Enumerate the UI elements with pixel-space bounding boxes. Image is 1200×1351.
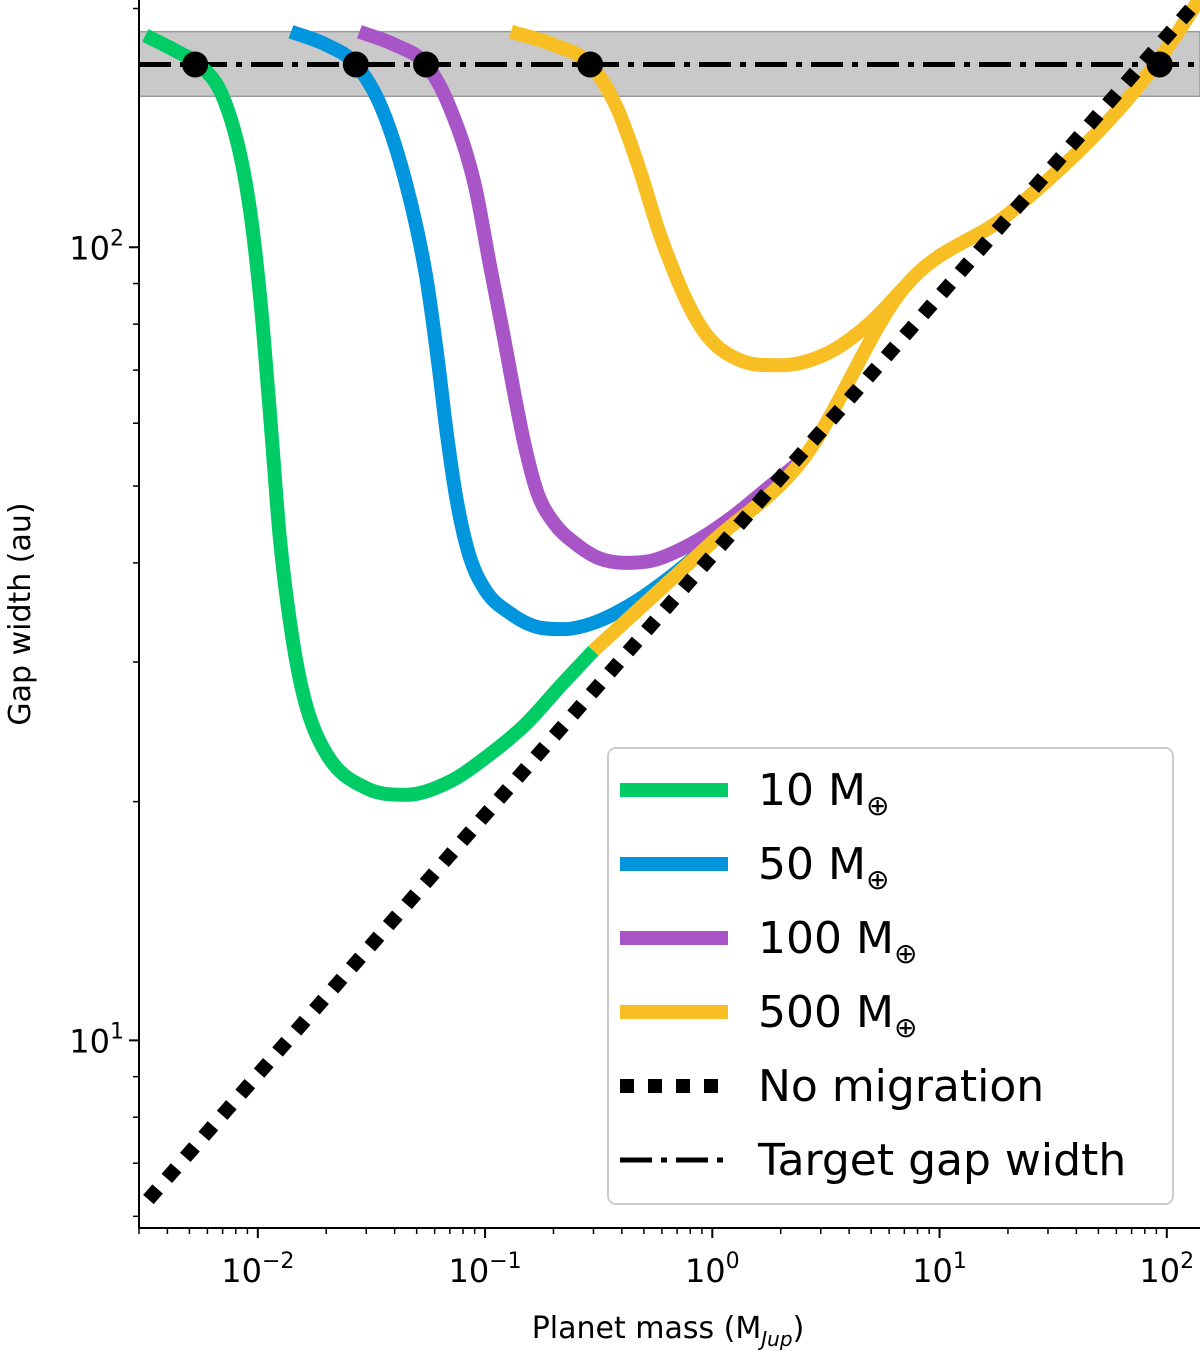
intersection-marker (413, 51, 440, 78)
legend-label: No migration (758, 1061, 1044, 1112)
y-tick-label: 101 (69, 1019, 124, 1060)
intersection-marker (577, 51, 604, 78)
legend-label: 100 M⊕ (758, 913, 917, 970)
series-line-500m (508, 24, 910, 373)
x-tick-label: 10−2 (221, 1249, 294, 1290)
intersection-marker (342, 51, 369, 78)
x-tick-label: 100 (685, 1249, 740, 1290)
legend: 10 M⊕ 50 M⊕ 100 M⊕ 500 M⊕ No migration Target… (607, 747, 1174, 1205)
x-tick-label: 101 (912, 1249, 967, 1290)
y-axis-label: Gap width (au) (3, 502, 38, 725)
legend-label: Target gap width (757, 1135, 1126, 1186)
series-line-converged-tail (588, 0, 1200, 656)
legend-frame (607, 747, 1174, 1205)
y-tick-label: 102 (69, 226, 124, 267)
series-line-100m (356, 25, 808, 570)
x-tick-label: 102 (1139, 1249, 1194, 1290)
intersection-marker (182, 51, 209, 78)
series-line-50m (288, 25, 717, 637)
x-axis-label: Planet mass (MJup) (532, 1311, 805, 1351)
legend-label: 50 M⊕ (758, 839, 889, 896)
legend-label: 500 M⊕ (758, 987, 917, 1044)
series-line-10m (142, 29, 599, 802)
x-tick-label: 10−1 (448, 1249, 521, 1290)
legend-label: 10 M⊕ (758, 765, 889, 822)
intersection-marker (1146, 51, 1173, 78)
